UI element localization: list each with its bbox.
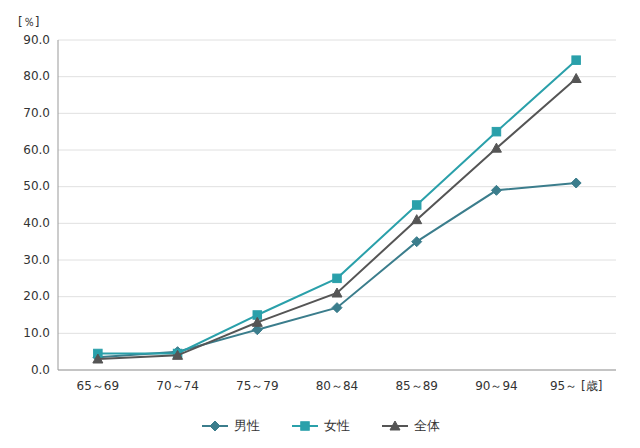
x-tick-label: 90～94 (475, 379, 518, 393)
x-tick-label: 80～84 (316, 379, 359, 393)
y-axis-line (58, 40, 59, 370)
point (571, 178, 581, 188)
y-tick-label: 70.0 (23, 106, 50, 120)
grid-line (58, 370, 616, 371)
grid-line (58, 113, 616, 114)
series (93, 178, 581, 362)
y-tick-label: 40.0 (23, 216, 50, 230)
grid-line (58, 40, 616, 41)
legend-marker (210, 421, 220, 431)
grid-line (58, 76, 616, 77)
point (491, 143, 501, 152)
legend-label: 全体 (414, 418, 440, 433)
point (333, 274, 342, 283)
grid-line (58, 333, 616, 334)
grid-line (58, 223, 616, 224)
point (412, 237, 422, 247)
y-tick-label: 20.0 (23, 289, 50, 303)
point (173, 350, 183, 359)
y-grid (58, 40, 616, 370)
chart: 0.0 10.0 20.0 30.0 40.0 50.0 60.0 70.0 80.0 90.0 6… (0, 0, 640, 448)
x-tick-label: 75～79 (236, 379, 279, 393)
point (252, 317, 262, 326)
point (572, 56, 581, 65)
legend-marker (390, 421, 400, 430)
x-tick-label: 65～69 (77, 379, 120, 393)
legend-label: 男性 (234, 418, 260, 433)
y-tick-label: 60.0 (23, 143, 50, 157)
line (98, 60, 576, 353)
line (98, 79, 576, 360)
point (491, 185, 501, 195)
y-tick-label: 30.0 (23, 253, 50, 267)
legend-item: 男性 (202, 418, 260, 433)
point (93, 354, 103, 363)
x-tick-label: 95～ [歳] (550, 379, 602, 393)
y-tick-label: 10.0 (23, 326, 50, 340)
grid-line (58, 150, 616, 151)
legend-item: 女性 (292, 418, 350, 433)
legend-label: 女性 (324, 418, 350, 433)
point (492, 127, 501, 135)
legend-item: 全体 (382, 418, 440, 433)
plot-area (93, 56, 581, 363)
x-axis-line (58, 370, 616, 371)
legend: 男性 女性 全体 (202, 418, 440, 433)
y-tick-label: 80.0 (23, 69, 50, 83)
line (98, 183, 576, 357)
point (571, 74, 581, 83)
y-tick-label: 90.0 (23, 33, 50, 47)
x-tick-label: 85～89 (395, 379, 438, 393)
y-axis: 0.0 10.0 20.0 30.0 40.0 50.0 60.0 70.0 80.0 90.0 (23, 33, 58, 377)
grid-line (58, 260, 616, 261)
point (332, 288, 342, 297)
x-axis: 65～69 70～74 75～79 80～84 85～89 90～94 95～ [歳] (58, 370, 616, 393)
y-tick-label: 50.0 (23, 179, 50, 193)
chart-container: 0.0 10.0 20.0 30.0 40.0 50.0 60.0 70.0 80.0 90.0 6… (0, 0, 640, 448)
legend-marker (301, 422, 310, 431)
point (412, 215, 422, 224)
point (332, 303, 342, 313)
y-axis-label: [％] (18, 15, 39, 29)
y-tick-label: 0.0 (31, 363, 50, 377)
series (94, 56, 581, 358)
series (93, 74, 581, 364)
point (412, 201, 421, 210)
x-tick-label: 70～74 (156, 379, 199, 393)
